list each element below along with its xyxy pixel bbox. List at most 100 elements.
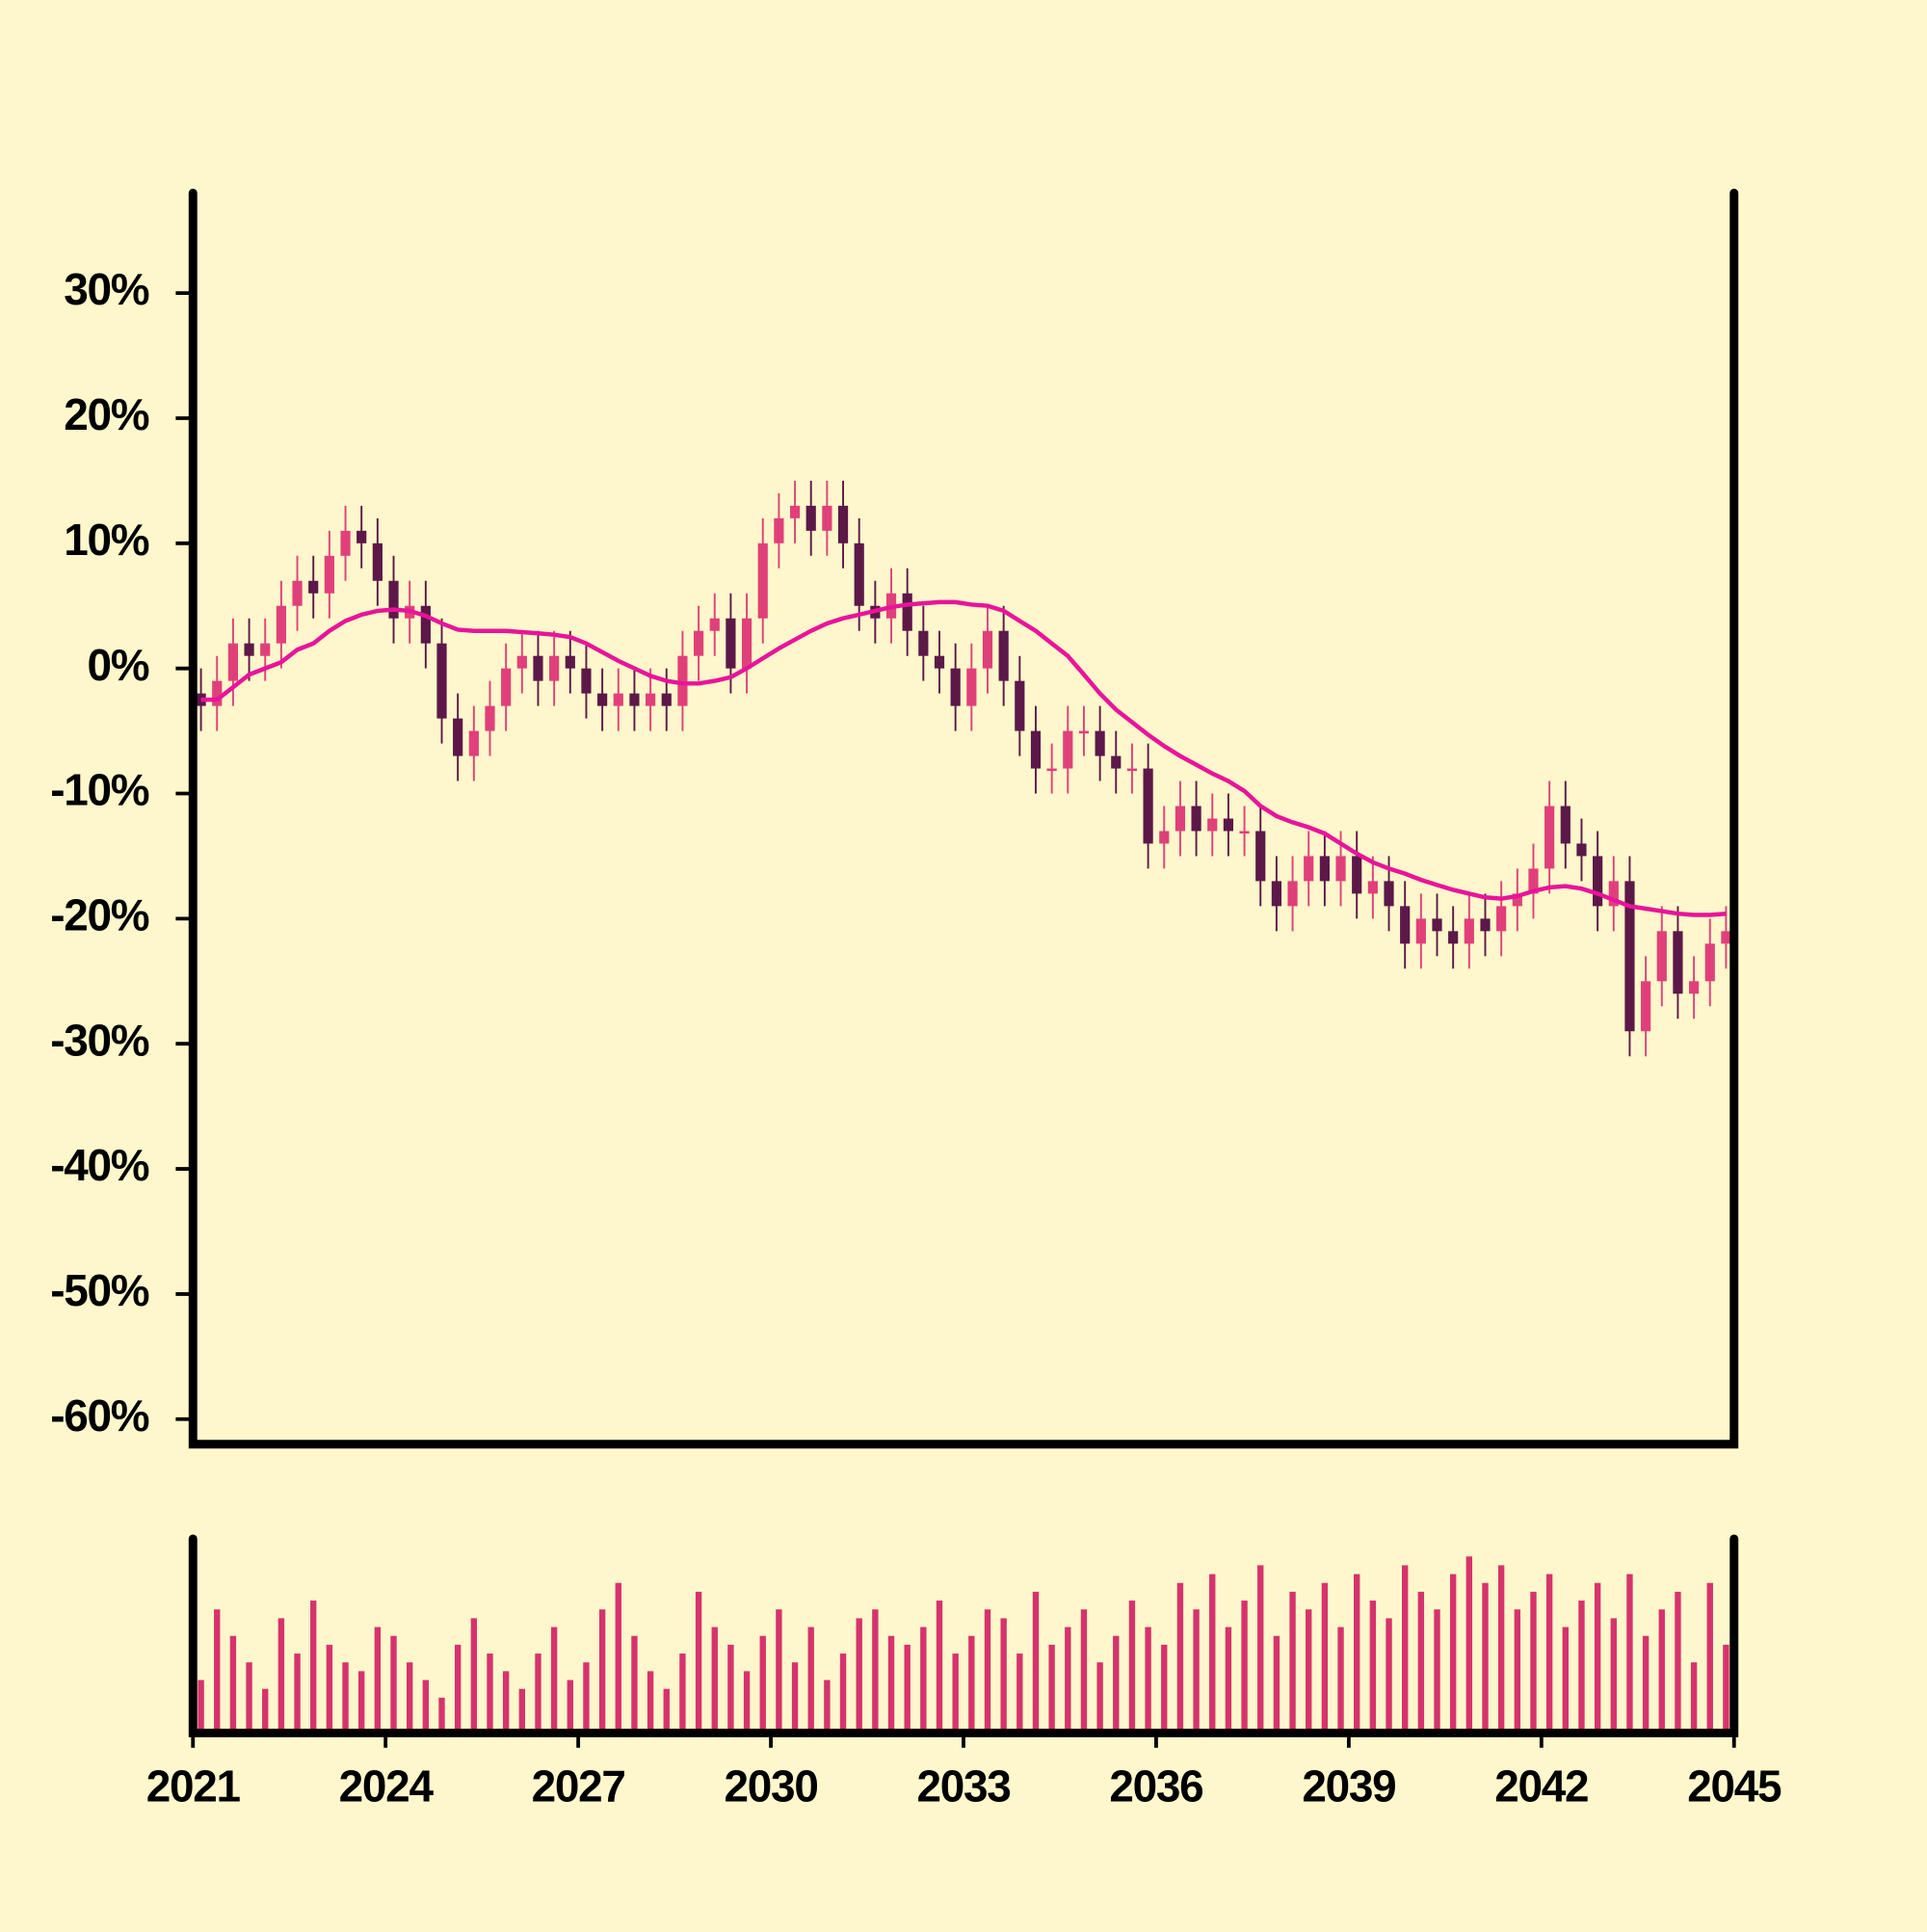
volume-bar <box>518 1688 526 1734</box>
candle-body <box>661 693 672 706</box>
candle-body <box>1560 806 1571 844</box>
candle-body <box>1464 918 1474 944</box>
volume-bar <box>856 1618 862 1734</box>
x-tick-label: 2021 <box>146 1760 241 1811</box>
volume-bar <box>326 1644 333 1734</box>
candle-body <box>982 630 993 669</box>
candle-body <box>1239 831 1250 834</box>
candle-body <box>581 668 592 694</box>
volume-bar <box>743 1671 751 1734</box>
candle-body <box>1207 818 1218 832</box>
volume-bar <box>791 1662 799 1734</box>
volume-bar <box>1449 1574 1457 1734</box>
volume-bar <box>1386 1618 1392 1734</box>
volume-bar <box>807 1627 814 1734</box>
volume-bar <box>1145 1627 1151 1734</box>
volume-bar <box>550 1627 558 1734</box>
volume-bar <box>1465 1556 1473 1734</box>
candle-body <box>837 505 849 543</box>
volume-bar <box>470 1618 478 1734</box>
candle-body <box>918 630 929 656</box>
candle-body <box>1432 918 1442 932</box>
y-tick-label: 30% <box>64 264 149 314</box>
candle-body <box>1512 893 1522 907</box>
candle-body <box>549 655 560 681</box>
volume-bar <box>406 1662 413 1734</box>
volume-bar <box>1306 1609 1312 1734</box>
volume-bar <box>502 1671 510 1734</box>
candle-body <box>789 505 801 518</box>
volume-bar <box>1434 1609 1440 1734</box>
candle-body <box>1078 730 1090 734</box>
volume-bar <box>887 1635 895 1734</box>
volume-bar <box>567 1680 573 1734</box>
candle-body <box>757 543 768 619</box>
candle-body <box>1593 856 1603 907</box>
volume-bar <box>1658 1609 1665 1734</box>
candle-body <box>902 593 912 631</box>
volume-bar <box>695 1591 702 1734</box>
x-tick-label: 2045 <box>1687 1760 1782 1811</box>
volume-bar <box>824 1680 831 1734</box>
candle-body <box>1673 931 1683 994</box>
candle-body <box>1528 868 1539 894</box>
volume-bar <box>1225 1627 1232 1734</box>
volume-bar <box>262 1688 269 1734</box>
volume-bar <box>214 1609 221 1734</box>
candle-body <box>998 630 1009 681</box>
candle-body <box>565 655 575 669</box>
candle-body <box>1287 881 1298 907</box>
candle-body <box>774 517 784 543</box>
volume-bar <box>936 1601 943 1734</box>
candle-body <box>1400 906 1411 944</box>
candle-body <box>1656 931 1667 982</box>
volume-bar <box>759 1635 766 1734</box>
volume-bar <box>1690 1662 1698 1734</box>
candle-body <box>1544 806 1555 869</box>
candle-body <box>1030 730 1042 769</box>
volume-bar <box>1594 1582 1601 1734</box>
volume-bar <box>1417 1591 1425 1734</box>
candle-body <box>1304 856 1314 882</box>
candle-body <box>1191 806 1201 832</box>
candle-body <box>485 705 495 731</box>
candle-body <box>1721 931 1731 944</box>
volume-frame <box>188 1534 1739 1737</box>
candle-body <box>1143 768 1153 844</box>
y-tick-label: -40% <box>50 1140 149 1190</box>
volume-bar <box>487 1654 493 1734</box>
volume-bar <box>1257 1565 1264 1734</box>
volume-bar <box>422 1680 430 1734</box>
volume-bar <box>1289 1591 1296 1734</box>
volume-bar <box>454 1644 462 1734</box>
volume-bar <box>631 1635 638 1734</box>
candle-body <box>1384 881 1394 907</box>
volume-bar <box>1482 1582 1489 1734</box>
candle-body <box>420 605 431 644</box>
volume-bar <box>904 1644 911 1734</box>
volume-bar <box>1626 1574 1633 1734</box>
volume-bar <box>198 1680 204 1734</box>
volume-bar <box>229 1635 237 1734</box>
candle-body <box>709 618 720 631</box>
candle-body <box>1704 943 1715 982</box>
moving-average <box>200 599 1727 917</box>
volume-bar <box>310 1601 317 1734</box>
volume-bar <box>727 1644 734 1734</box>
volume-bar <box>294 1654 301 1734</box>
volume-bar <box>1530 1591 1537 1734</box>
candle-body <box>1095 730 1105 756</box>
x-tick-label: 2039 <box>1302 1760 1395 1811</box>
volume-bar <box>952 1654 959 1734</box>
volume-bar <box>1706 1582 1713 1734</box>
candle-body <box>1448 931 1459 944</box>
volume-bar <box>1354 1574 1360 1734</box>
volume-bar <box>647 1671 654 1734</box>
candle-body <box>533 655 543 681</box>
x-tick-label: 2024 <box>339 1760 435 1811</box>
x-tick-label: 2027 <box>532 1760 625 1811</box>
volume-bar <box>1369 1601 1377 1734</box>
candle-body <box>613 693 623 706</box>
candle-body <box>372 543 383 581</box>
candle-body <box>453 718 463 756</box>
